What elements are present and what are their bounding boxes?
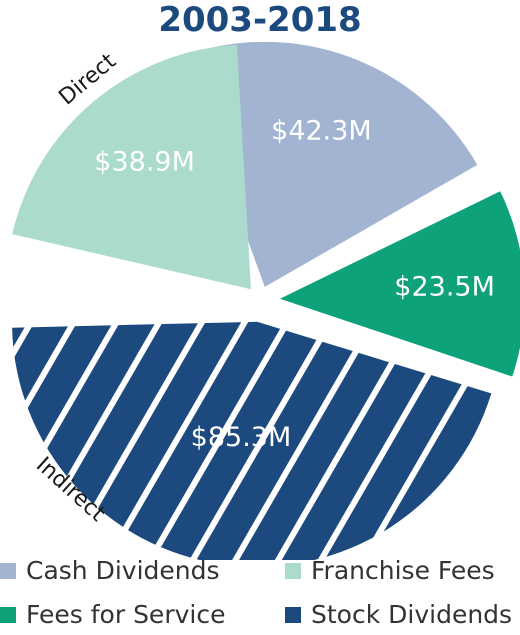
legend-label-franchise-fees: Franchise Fees	[311, 556, 495, 585]
legend-swatch-fees-for-service	[0, 606, 16, 623]
legend-item-franchise-fees: Franchise Fees	[285, 556, 495, 585]
legend-item-stock-dividends: Stock Dividends	[285, 600, 512, 629]
legend-swatch-franchise-fees	[285, 562, 301, 579]
legend-label-fees-for-service: Fees for Service	[26, 600, 226, 629]
legend-swatch-stock-dividends	[285, 606, 301, 623]
pie-slice-franchise-fees	[12, 44, 251, 290]
chart-title: 2003-2018	[158, 0, 362, 40]
legend-item-fees-for-service: Fees for Service	[0, 600, 225, 629]
legend-label-cash-dividends: Cash Dividends	[26, 556, 220, 585]
slice-label-franchise-fees: $38.9M	[94, 147, 195, 178]
pie-slice-stock-dividends	[12, 321, 492, 560]
slice-label-cash-dividends: $42.3M	[271, 115, 372, 146]
legend-item-cash-dividends: Cash Dividends	[0, 556, 220, 585]
legend-swatch-cash-dividends	[0, 562, 16, 579]
pie-slice-fees-for-service	[279, 191, 520, 377]
legend-label-stock-dividends: Stock Dividends	[311, 600, 513, 629]
slice-label-stock-dividends: $85.3M	[191, 422, 292, 453]
pie-slice-cash-dividends	[181, 41, 478, 287]
slice-label-fees-for-service: $23.5M	[394, 271, 495, 302]
